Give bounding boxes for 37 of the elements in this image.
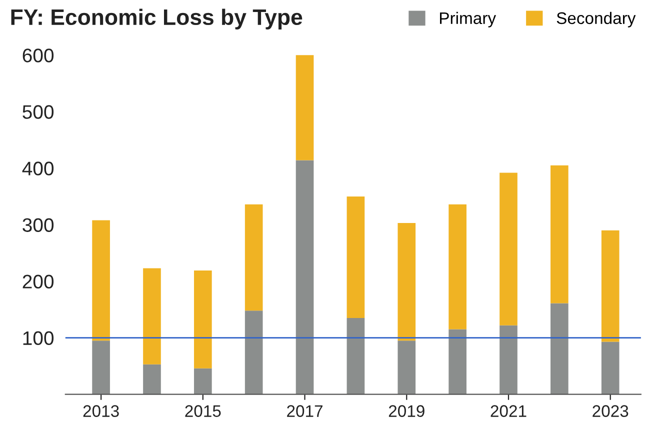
y-tick-label: 200 (22, 274, 54, 288)
bar (550, 303, 568, 394)
y-tick-label: 500 (22, 105, 54, 119)
x-tick-label: 2019 (388, 405, 424, 417)
legend-label: Secondary (556, 12, 636, 28)
x-tick-label: 2013 (83, 405, 119, 417)
y-tick-label: 100 (23, 331, 54, 346)
bar (143, 364, 161, 394)
bar (601, 342, 620, 394)
x-tick-label: 2023 (592, 405, 628, 417)
bar (244, 204, 263, 311)
bar (194, 270, 212, 368)
bar (398, 223, 416, 341)
bar (346, 318, 365, 394)
bar (92, 220, 110, 341)
bar (448, 204, 466, 330)
bar (296, 160, 314, 394)
x-tick-label: 2021 (490, 405, 526, 417)
legend-label: Primary (440, 12, 496, 28)
bar (194, 368, 212, 394)
bar (550, 165, 568, 304)
bar (296, 55, 314, 160)
bar (346, 196, 365, 318)
bar (601, 230, 620, 342)
y-tick-label: 400 (22, 162, 54, 176)
bar (398, 340, 416, 394)
x-tick-label: 2015 (185, 405, 221, 417)
y-tick-label: 300 (22, 218, 54, 232)
bar (143, 268, 161, 364)
bar (92, 340, 110, 394)
bar (244, 310, 263, 394)
bar (448, 329, 466, 394)
y-tick-label: 600 (22, 48, 54, 62)
chart-title: FY: Economic Loss by Type (11, 8, 302, 30)
x-tick-label: 2017 (287, 405, 322, 417)
bar (500, 325, 518, 394)
bar (500, 172, 518, 326)
